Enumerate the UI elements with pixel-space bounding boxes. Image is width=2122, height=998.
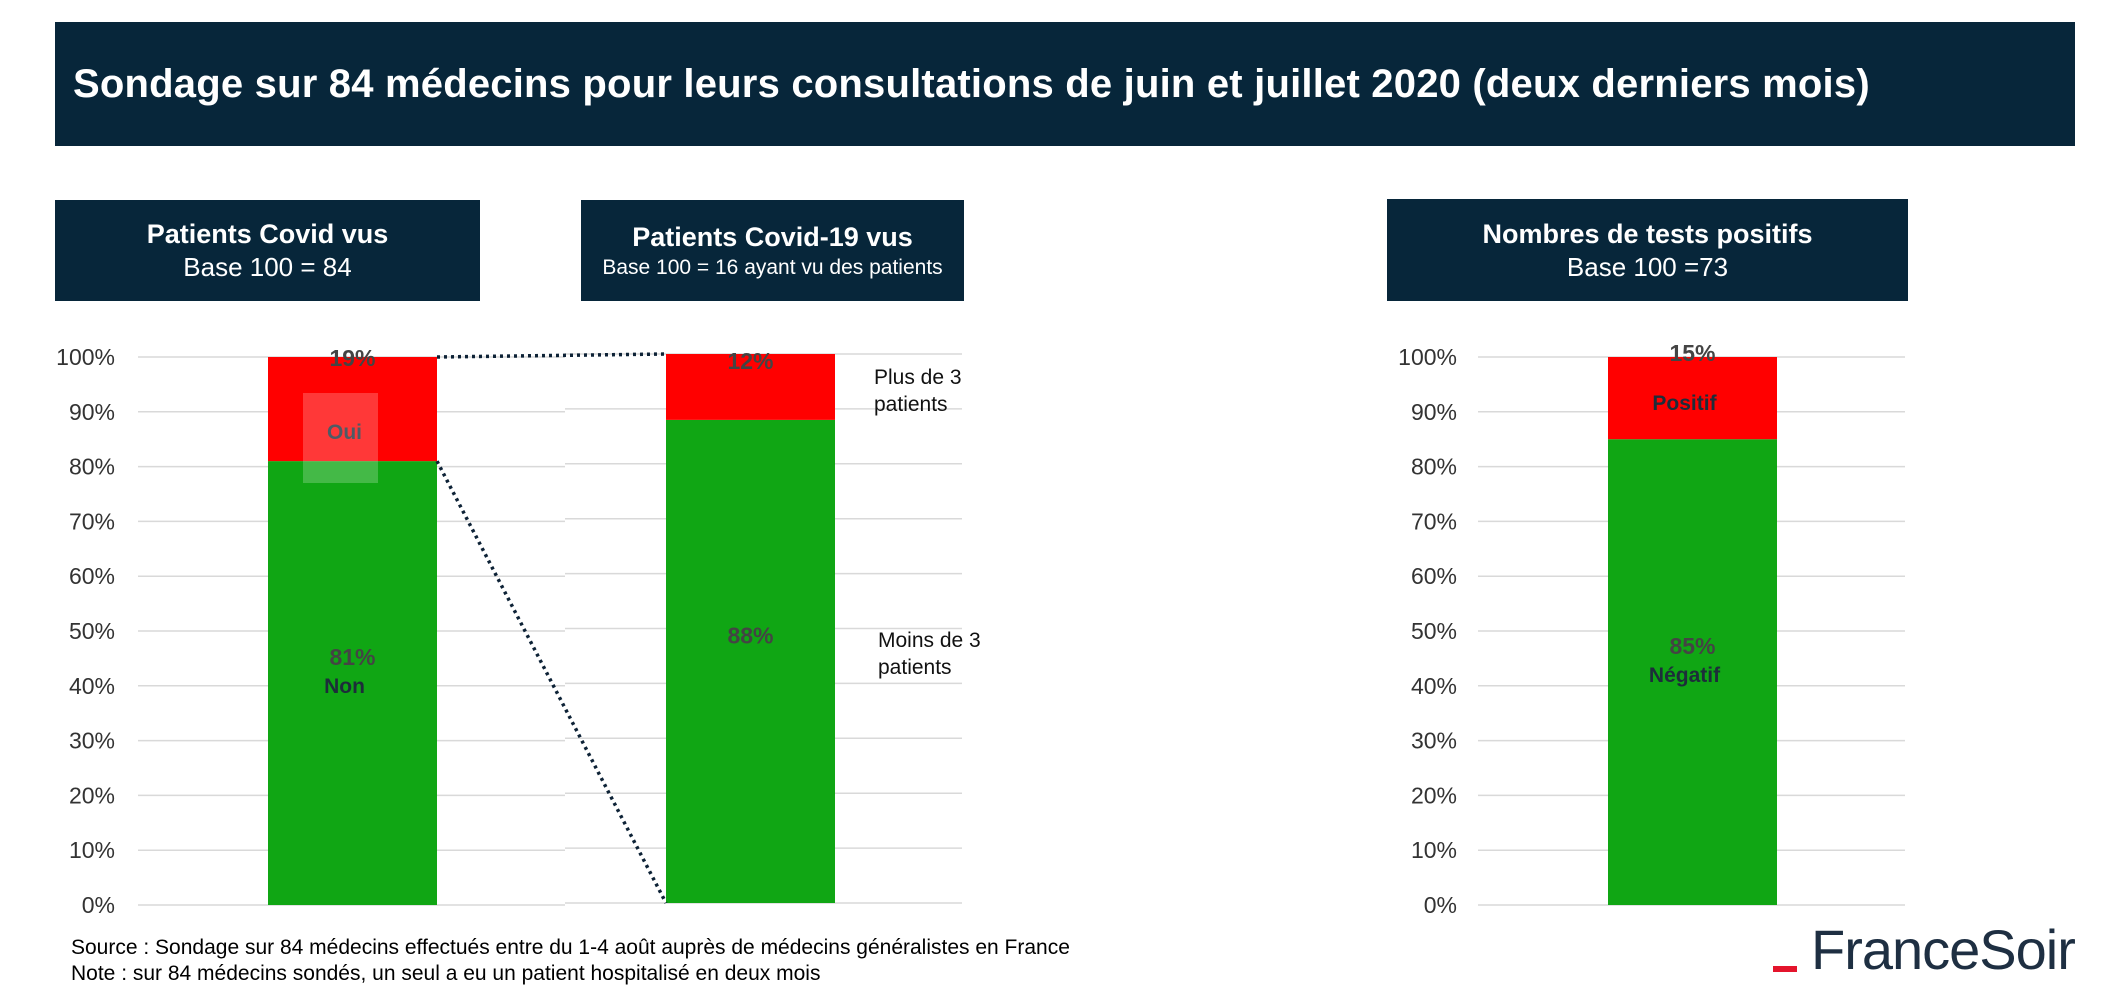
chart1-header-subtitle: Base 100 = 84 [183, 252, 352, 282]
chart1-tick-label: 100% [56, 344, 115, 370]
chart3-tick-label: 20% [1411, 782, 1457, 808]
chart3-tick-label: 80% [1411, 454, 1457, 480]
chart3-header-title: Nombres de tests positifs [1482, 218, 1813, 249]
connector-top [436, 352, 667, 359]
chart3-data-label: 15% [1669, 340, 1715, 366]
chart1-tick-label: 50% [69, 618, 115, 644]
francesoir-logo: FranceSoir [1773, 918, 2076, 981]
chart3-header: Nombres de tests positifs Base 100 =73 [1387, 199, 1908, 301]
chart1-tick-label: 0% [82, 892, 115, 918]
chart1-tick-label: 10% [69, 837, 115, 863]
chart3-tick-label: 40% [1411, 673, 1457, 699]
chart1-tick-label: 70% [69, 508, 115, 534]
chart1-tick-label: 90% [69, 399, 115, 425]
chart3-tick-label: 90% [1411, 399, 1457, 425]
chart2-bar-red [666, 354, 835, 420]
chart3-tick-label: 100% [1398, 344, 1457, 370]
chart1-tick-label: 40% [69, 673, 115, 699]
chart1-data-label: 81% [329, 644, 375, 670]
chart3-tick-label: 0% [1424, 892, 1457, 918]
chart1-tick-label: 80% [69, 454, 115, 480]
chart1-segment-label: Oui [327, 421, 362, 444]
logo-wordmark: FranceSoir [1811, 918, 2076, 981]
chart2-data-label: 88% [727, 622, 773, 648]
chart3-tick-label: 30% [1411, 728, 1457, 754]
chart3-header-subtitle: Base 100 =73 [1566, 251, 1729, 282]
chart2-header-subtitle: Base 100 = 16 ayant vu des patients [602, 255, 943, 279]
footer-source: Source : Sondage sur 84 médecins effectu… [71, 936, 1070, 959]
side-note-top: Plus de 3 patients [874, 366, 962, 416]
connector-bottom [435, 460, 668, 904]
footer-note: Note : sur 84 médecins sondés, un seul a… [71, 962, 821, 985]
chart3-tick-label: 50% [1411, 618, 1457, 644]
chart2-header: Patients Covid-19 vus Base 100 = 16 ayan… [581, 200, 964, 301]
oui-highlight-box [303, 393, 378, 483]
chart2-bar-green [666, 419, 835, 903]
chart3-tick-label: 60% [1411, 563, 1457, 589]
chart3-segment-label: Négatif [1649, 664, 1721, 687]
title-banner: Sondage sur 84 médecins pour leurs consu… [55, 22, 2075, 146]
chart1-bar-green [268, 461, 437, 905]
chart1-tick-label: 20% [69, 782, 115, 808]
side-note-bottom: Moins de 3 patients [878, 629, 981, 679]
chart3-bar-green [1608, 439, 1777, 905]
chart1-header-title: Patients Covid vus [146, 219, 389, 249]
chart3-segment-label: Positif [1652, 392, 1717, 415]
chart1-tick-label: 30% [69, 728, 115, 754]
chart3-tick-label: 70% [1411, 508, 1457, 534]
chart1-header: Patients Covid vus Base 100 = 84 [55, 200, 480, 301]
logo-dash [1773, 966, 1797, 972]
page-title: Sondage sur 84 médecins pour leurs consu… [73, 61, 1870, 106]
chart3-data-label: 85% [1669, 633, 1715, 659]
chart2-header-title: Patients Covid-19 vus [632, 221, 913, 252]
chart2-data-label: 12% [727, 348, 773, 374]
chart1-data-label: 19% [329, 345, 375, 371]
chart3-tick-label: 10% [1411, 837, 1457, 863]
chart3-bar-red [1608, 357, 1777, 440]
chart1-segment-label: Non [324, 675, 365, 698]
chart1-tick-label: 60% [69, 563, 115, 589]
chart1-bar-red [268, 357, 437, 462]
